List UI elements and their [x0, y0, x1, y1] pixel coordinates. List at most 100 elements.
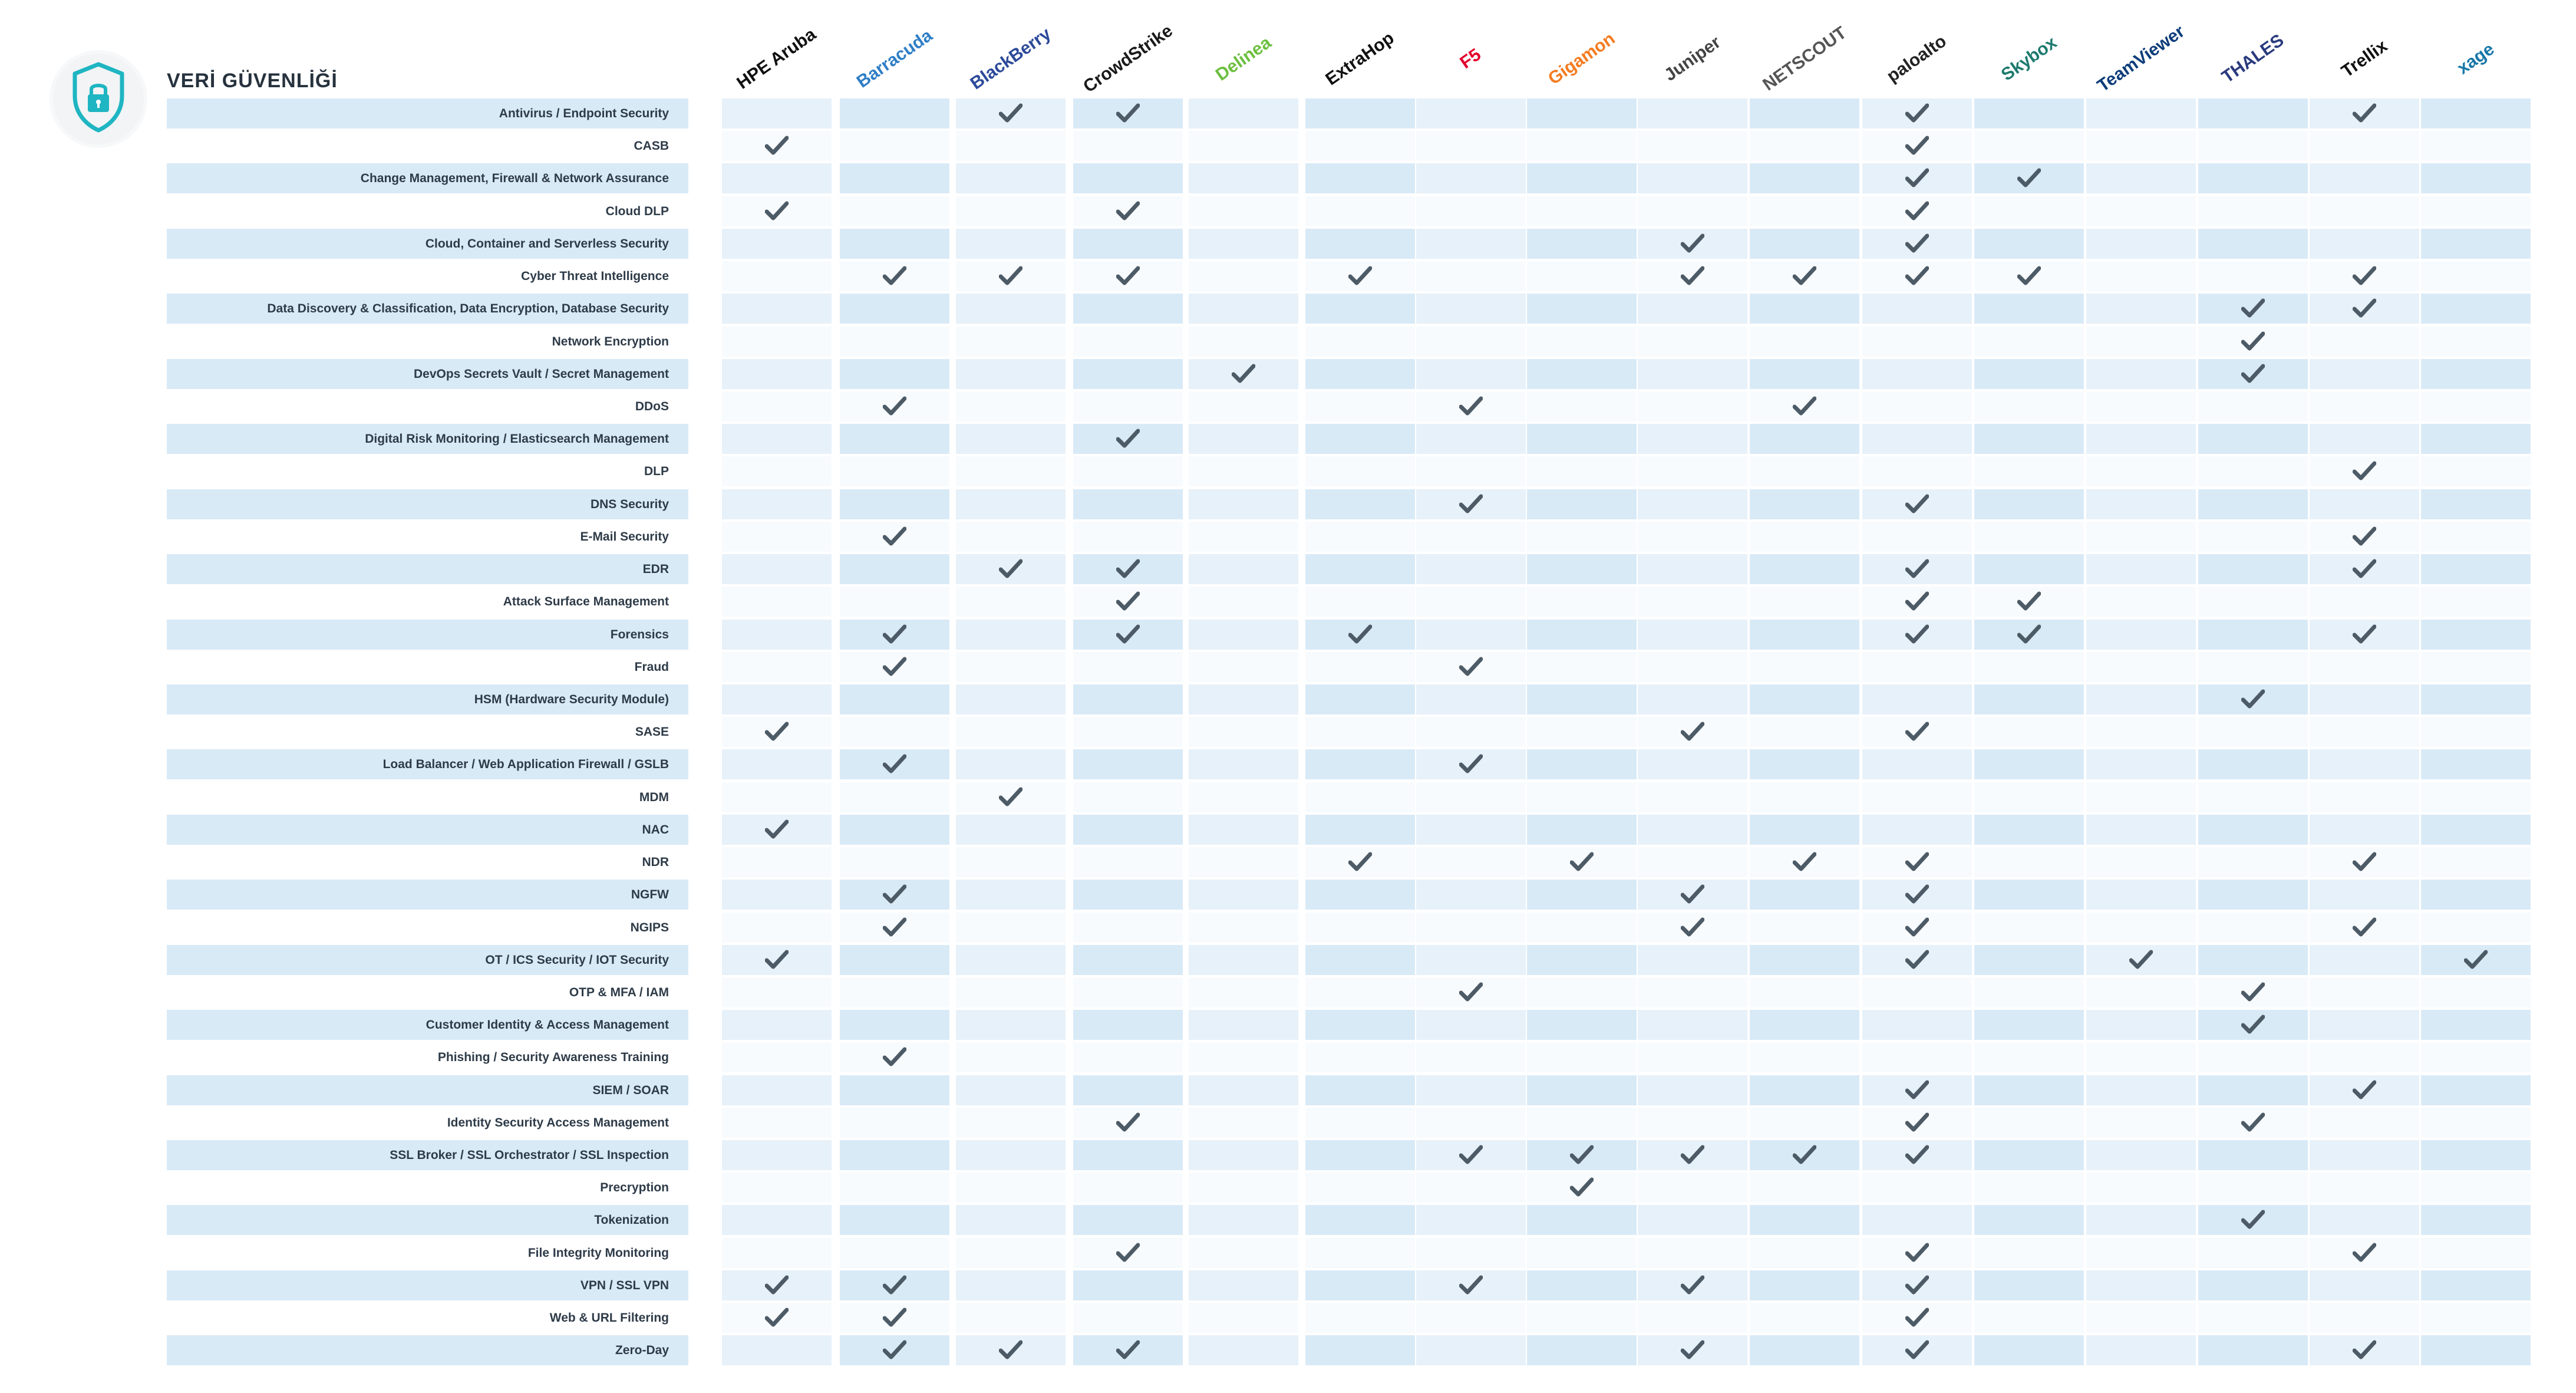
matrix-cell — [2198, 652, 2308, 682]
matrix-cell — [1974, 880, 2084, 910]
matrix-cell — [1527, 815, 1637, 845]
matrix-cell — [1638, 1238, 1747, 1268]
matrix-cell — [1750, 359, 1859, 389]
checkmark-icon — [1680, 1340, 1705, 1363]
matrix-cell — [1527, 587, 1637, 617]
vendor-name: Delinea — [1212, 32, 1275, 85]
matrix-cell — [1416, 522, 1526, 552]
matrix-cell — [2421, 131, 2531, 161]
matrix-cell — [1189, 684, 1298, 714]
matrix-cell — [1073, 229, 1183, 259]
matrix-cell — [2310, 196, 2419, 226]
checkmark-icon — [2352, 624, 2377, 647]
matrix-cell — [1862, 1042, 1972, 1072]
matrix-cell — [1189, 327, 1298, 357]
matrix-cell — [1638, 131, 1747, 161]
checkmark-icon — [1116, 429, 1140, 452]
matrix-cell — [956, 327, 1066, 357]
matrix-cell — [1638, 1303, 1747, 1333]
matrix-cell — [2421, 749, 2531, 779]
matrix-cell — [722, 489, 832, 519]
checkmark-icon — [998, 1340, 1023, 1363]
matrix-cell — [2198, 717, 2308, 747]
matrix-cell — [1638, 620, 1747, 650]
checkmark-icon — [2352, 266, 2377, 289]
matrix-cell — [1527, 1042, 1637, 1072]
matrix-cell — [1974, 1238, 2084, 1268]
matrix-cell — [1416, 391, 1526, 421]
matrix-cell — [1638, 782, 1747, 812]
matrix-cell — [1974, 945, 2084, 975]
vendor-logo: CrowdStrike — [1073, 21, 1183, 96]
matrix-cell — [2310, 391, 2419, 421]
matrix-cell — [1750, 1173, 1859, 1203]
matrix-cell — [840, 620, 949, 650]
matrix-cell — [1974, 98, 2084, 129]
matrix-cell — [956, 620, 1066, 650]
matrix-cell — [2086, 815, 2196, 845]
matrix-cell — [2086, 945, 2196, 975]
checkmark-icon — [2017, 168, 2041, 191]
row-label: Data Discovery & Classification, Data En… — [167, 294, 688, 324]
checkmark-icon — [1116, 266, 1140, 289]
matrix-cell — [1862, 131, 1972, 161]
row-label: SSL Broker / SSL Orchestrator / SSL Insp… — [167, 1140, 688, 1170]
checkmark-icon — [998, 787, 1023, 810]
matrix-cell — [1862, 229, 1972, 259]
matrix-cell — [956, 945, 1066, 975]
matrix-cell — [2421, 1140, 2531, 1170]
matrix-cell — [2421, 163, 2531, 193]
matrix-cell — [1305, 424, 1415, 454]
matrix-cell — [1638, 229, 1747, 259]
matrix-cell — [2310, 1075, 2419, 1105]
matrix-cell — [2310, 652, 2419, 682]
matrix-cell — [2421, 1205, 2531, 1235]
matrix-cell — [956, 1335, 1066, 1365]
matrix-cell — [1638, 554, 1747, 584]
matrix-cell — [956, 229, 1066, 259]
checkmark-icon — [1905, 591, 1929, 614]
matrix-cell — [722, 652, 832, 682]
checkmark-icon — [2463, 950, 2488, 973]
matrix-cell — [1750, 913, 1859, 943]
matrix-cell — [840, 1238, 949, 1268]
row-label: File Integrity Monitoring — [527, 1246, 669, 1260]
checkmark-icon — [882, 1340, 907, 1363]
matrix-cell — [840, 554, 949, 584]
matrix-cell — [2310, 294, 2419, 324]
matrix-cell — [2086, 554, 2196, 584]
matrix-cell — [1974, 391, 2084, 421]
matrix-cell — [2310, 847, 2419, 877]
matrix-cell — [1073, 913, 1183, 943]
matrix-cell — [2198, 620, 2308, 650]
matrix-cell — [2086, 1335, 2196, 1365]
matrix-cell — [2310, 1140, 2419, 1170]
checkmark-icon — [1905, 722, 1929, 745]
matrix-cell — [1073, 782, 1183, 812]
matrix-cell — [1189, 977, 1298, 1007]
matrix-cell — [1862, 749, 1972, 779]
matrix-cell — [1750, 489, 1859, 519]
matrix-cell — [1305, 620, 1415, 650]
matrix-cell — [2086, 977, 2196, 1007]
vendor-logo: Juniper — [1638, 25, 1747, 93]
matrix-cell — [840, 652, 949, 682]
matrix-cell — [2198, 1303, 2308, 1333]
matrix-cell — [1073, 294, 1183, 324]
checkmark-icon — [882, 1047, 907, 1070]
row-label: Customer Identity & Access Management — [167, 1010, 688, 1040]
matrix-cell — [2421, 359, 2531, 389]
matrix-cell — [2198, 489, 2308, 519]
matrix-cell — [1527, 717, 1637, 747]
matrix-cell — [2310, 977, 2419, 1007]
row-label: NGIPS — [630, 921, 669, 934]
row-label: Cloud, Container and Serverless Security — [167, 229, 688, 259]
checkmark-icon — [882, 396, 907, 419]
matrix-cell — [2421, 782, 2531, 812]
matrix-cell — [1073, 1205, 1183, 1235]
matrix-cell — [1189, 945, 1298, 975]
matrix-cell — [1750, 294, 1859, 324]
matrix-cell — [956, 261, 1066, 291]
matrix-cell — [722, 717, 832, 747]
matrix-cell — [1750, 554, 1859, 584]
